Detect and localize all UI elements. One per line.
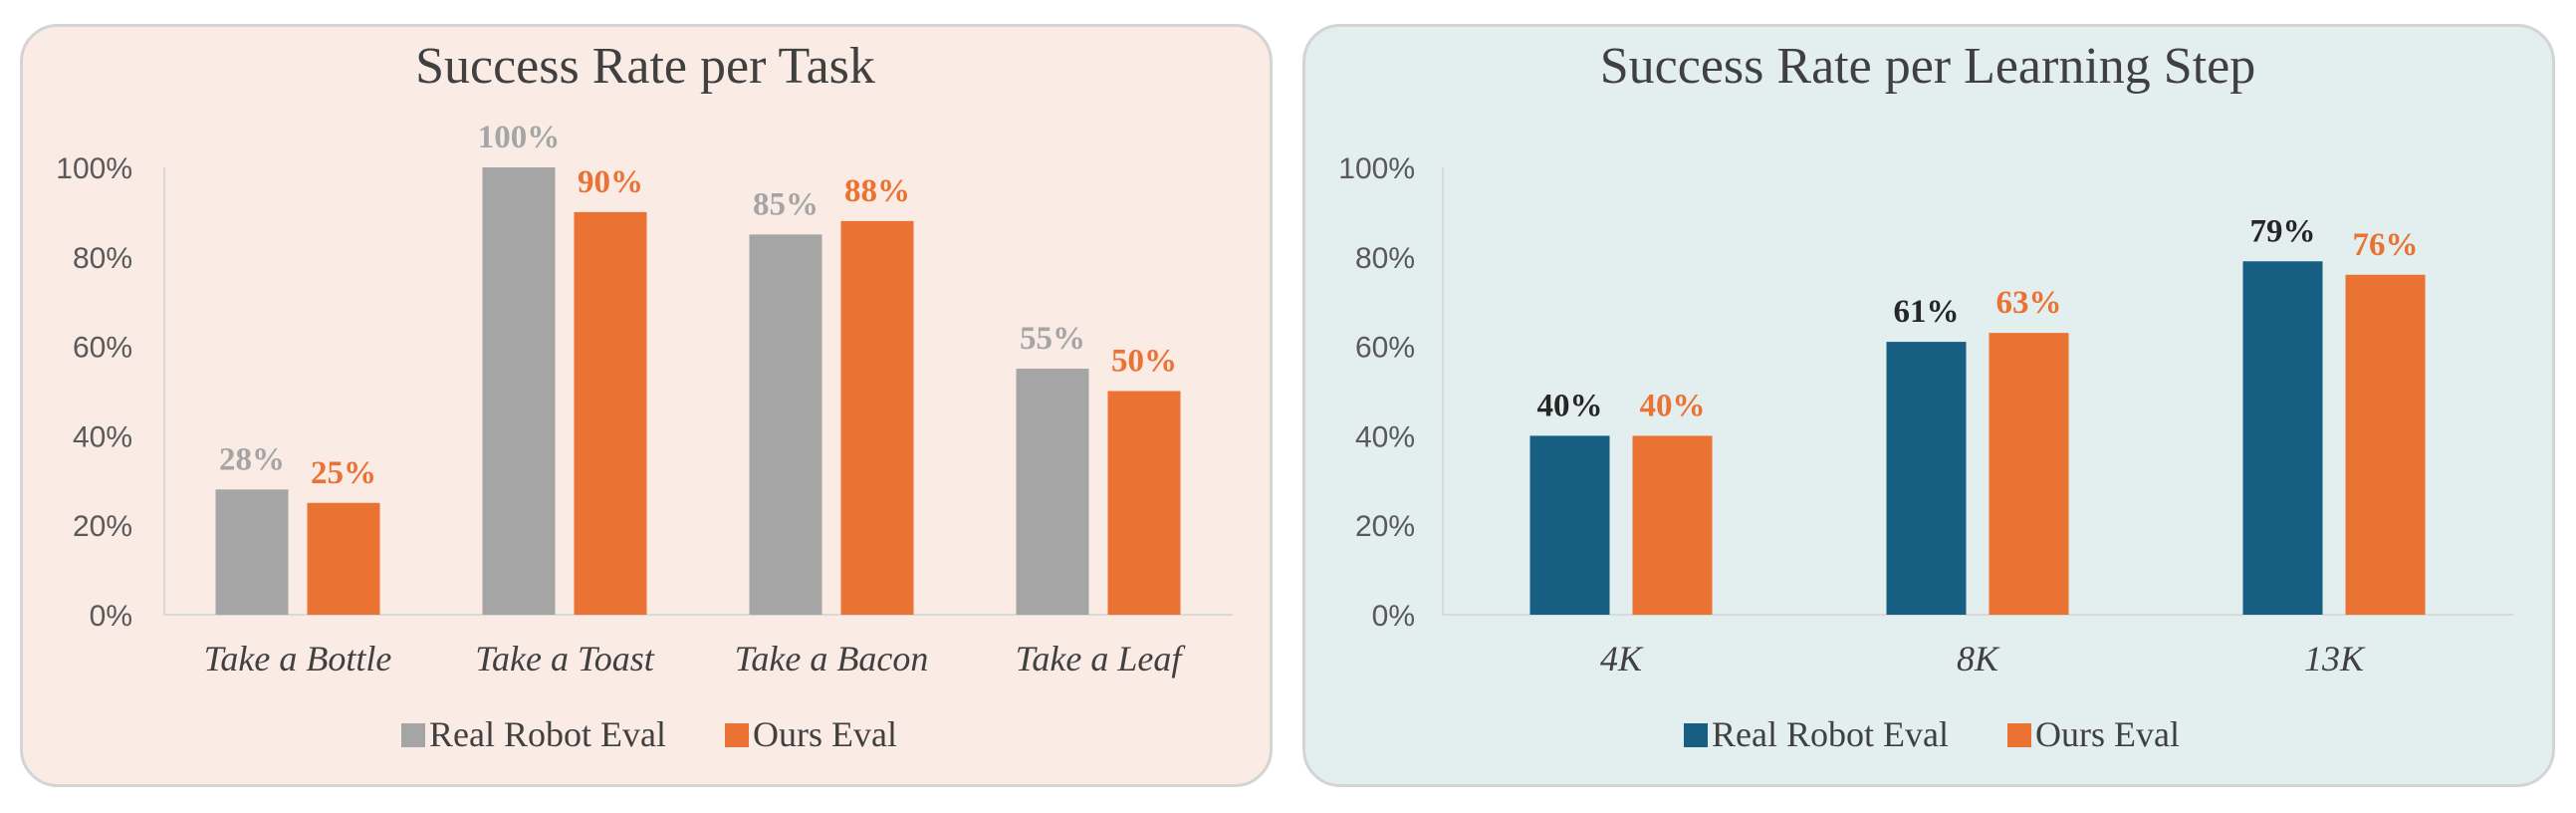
task-chart-panel: Success Rate per Task 0% 20% 40% 60% 80% 100% 2… bbox=[20, 24, 1273, 787]
data-label: 79% bbox=[2250, 213, 2316, 249]
bar-ours-eval bbox=[1632, 435, 1713, 615]
data-label: 40% bbox=[1537, 388, 1603, 423]
x-category-label: Take a Toast bbox=[475, 639, 654, 678]
bar-ours-eval bbox=[840, 220, 914, 615]
learning-step-success-chart: Success Rate per Learning Step 0% 20% 40% 60… bbox=[1338, 38, 2513, 754]
data-label: 40% bbox=[1640, 388, 1706, 423]
x-category-label: 13K bbox=[2304, 639, 2366, 678]
data-label: 61% bbox=[1894, 294, 1960, 330]
learning-step-chart-panel: Success Rate per Learning Step 0% 20% 40% 60… bbox=[1302, 24, 2555, 787]
y-tick-label: 0% bbox=[1372, 600, 1415, 633]
legend-label: Real Robot Eval bbox=[429, 714, 666, 754]
x-category-label: 8K bbox=[1957, 639, 2000, 678]
bar-real-robot-eval bbox=[215, 489, 289, 615]
bar-ours-eval bbox=[1989, 333, 2069, 615]
legend-swatch bbox=[725, 723, 749, 747]
data-label: 90% bbox=[578, 164, 643, 200]
y-tick-label: 40% bbox=[1355, 420, 1415, 453]
bar-real-robot-eval bbox=[1016, 369, 1089, 615]
bar-ours-eval bbox=[2345, 274, 2426, 615]
y-tick-label: 0% bbox=[90, 600, 132, 633]
x-category-label: Take a Bacon bbox=[735, 639, 929, 678]
chart-title: Success Rate per Task bbox=[415, 38, 875, 95]
task-success-chart: Success Rate per Task 0% 20% 40% 60% 80% 100% 2… bbox=[56, 38, 1233, 754]
bar-real-robot-eval bbox=[749, 234, 822, 615]
bar-real-robot-eval bbox=[1529, 435, 1610, 615]
y-tick-label: 100% bbox=[56, 152, 132, 185]
y-tick-label: 60% bbox=[1355, 332, 1415, 365]
bar-real-robot-eval bbox=[2242, 261, 2323, 615]
y-tick-label: 20% bbox=[73, 510, 132, 543]
legend-swatch bbox=[401, 723, 425, 747]
y-tick-label: 80% bbox=[73, 242, 132, 275]
legend-swatch bbox=[1684, 723, 1708, 747]
bar-ours-eval bbox=[307, 502, 380, 615]
bar-real-robot-eval bbox=[482, 167, 556, 615]
data-label: 85% bbox=[753, 186, 819, 222]
data-label: 63% bbox=[1996, 285, 2062, 321]
data-label: 25% bbox=[311, 455, 376, 491]
x-category-label: Take a Bottle bbox=[204, 639, 392, 678]
legend-swatch bbox=[2007, 723, 2031, 747]
y-tick-label: 40% bbox=[73, 420, 132, 453]
y-tick-label: 60% bbox=[73, 332, 132, 365]
data-label: 100% bbox=[478, 120, 561, 155]
y-tick-label: 100% bbox=[1338, 152, 1415, 185]
chart-title: Success Rate per Learning Step bbox=[1600, 38, 2255, 95]
bar-ours-eval bbox=[1107, 391, 1181, 615]
legend-label: Ours Eval bbox=[753, 714, 897, 754]
data-label: 76% bbox=[2353, 227, 2419, 263]
bar-real-robot-eval bbox=[1886, 342, 1967, 615]
data-label: 88% bbox=[844, 173, 910, 209]
y-tick-label: 80% bbox=[1355, 242, 1415, 275]
x-category-label: 4K bbox=[1600, 639, 1644, 678]
legend-label: Real Robot Eval bbox=[1712, 714, 1949, 754]
data-label: 55% bbox=[1020, 321, 1085, 357]
y-tick-label: 20% bbox=[1355, 510, 1415, 543]
data-label: 28% bbox=[219, 441, 285, 477]
bar-ours-eval bbox=[574, 211, 647, 615]
x-category-label: Take a Leaf bbox=[1016, 639, 1187, 678]
legend-label: Ours Eval bbox=[2035, 714, 2180, 754]
data-label: 50% bbox=[1111, 344, 1177, 380]
